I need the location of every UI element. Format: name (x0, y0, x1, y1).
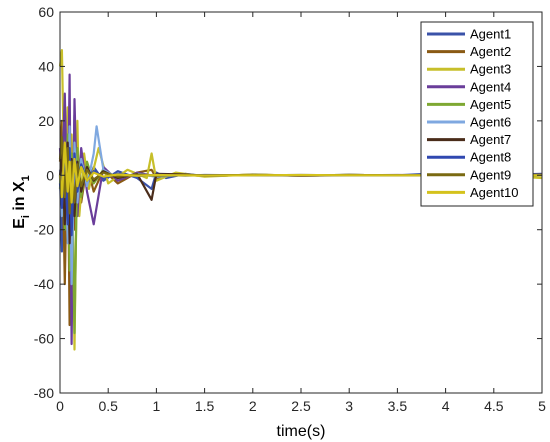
x-tick-label: 3 (345, 398, 353, 414)
legend-entry-label: Agent10 (470, 185, 518, 200)
x-tick-label: 4.5 (484, 398, 504, 414)
x-tick-label: 0.5 (98, 398, 118, 414)
x-tick-label: 1 (153, 398, 161, 414)
y-axis-title-main: E (11, 218, 28, 229)
series-line-10 (58, 141, 542, 204)
legend-entry-label: Agent8 (470, 150, 511, 165)
y-axis-title-mid: in X (11, 181, 28, 215)
y-tick-label: -40 (34, 276, 54, 292)
y-axis-title: Ei in X1 (11, 175, 32, 229)
x-tick-label: 0 (56, 398, 64, 414)
y-tick-label: -60 (34, 331, 54, 347)
x-tick-label: 1.5 (195, 398, 215, 414)
legend-entry-label: Agent3 (470, 62, 511, 77)
legend-entry-label: Agent1 (470, 27, 511, 42)
y-axis-title-sub2: 1 (20, 175, 32, 181)
y-tick-label: 40 (38, 58, 54, 74)
x-axis-title: time(s) (277, 423, 326, 440)
y-tick-label: -80 (34, 385, 54, 401)
y-axis-title-sub: i (20, 215, 32, 218)
legend: Agent1 Agent2 Agent3 Agent4 Agent5 Agent6 Agen… (420, 21, 534, 207)
legend-entry-label: Agent6 (470, 115, 511, 130)
legend-entry-label: Agent9 (470, 167, 511, 182)
series-layer (58, 48, 543, 351)
x-tick-label: 5 (538, 398, 546, 414)
y-tick-label: 0 (46, 167, 54, 183)
x-tick-label: 4 (442, 398, 450, 414)
x-tick-label: 3.5 (388, 398, 408, 414)
x-axis: 0 0.5 1 1.5 2 2.5 3 3.5 4 4.5 5 (56, 12, 546, 414)
y-tick-label: 20 (38, 113, 54, 129)
x-tick-label: 2 (249, 398, 257, 414)
y-tick-label: -20 (34, 222, 54, 238)
x-tick-label: 2.5 (291, 398, 311, 414)
legend-entry-label: Agent2 (470, 44, 511, 59)
y-axis: -80 -60 -40 -20 0 20 40 60 (34, 4, 542, 401)
legend-entry-label: Agent5 (470, 97, 511, 112)
y-tick-label: 60 (38, 4, 54, 20)
legend-entry-label: Agent4 (470, 79, 511, 94)
legend-entry-label: Agent7 (470, 132, 511, 147)
